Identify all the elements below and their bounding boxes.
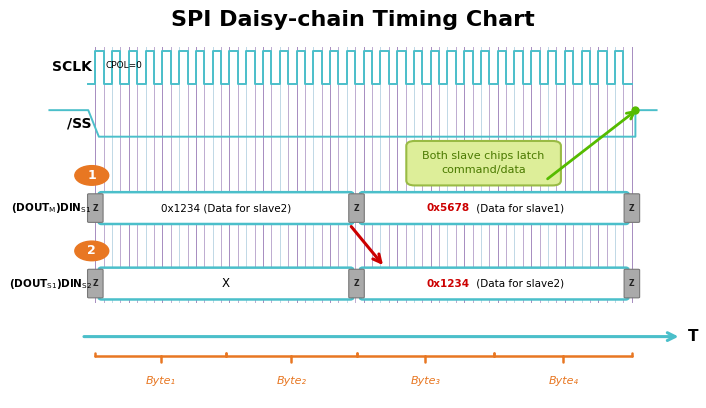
Text: Byte₂: Byte₂ xyxy=(277,377,306,386)
FancyBboxPatch shape xyxy=(99,268,353,299)
Text: SCLK: SCLK xyxy=(52,60,92,74)
FancyBboxPatch shape xyxy=(88,194,103,222)
Text: X: X xyxy=(222,277,230,290)
Text: Z: Z xyxy=(629,279,635,288)
Text: Z: Z xyxy=(629,204,635,213)
Text: CPOL=0: CPOL=0 xyxy=(106,61,143,70)
Text: 1: 1 xyxy=(88,169,96,182)
FancyBboxPatch shape xyxy=(360,268,628,299)
Text: Both slave chips latch
command/data: Both slave chips latch command/data xyxy=(422,151,545,175)
Text: Byte₁: Byte₁ xyxy=(146,377,176,386)
Circle shape xyxy=(75,166,109,185)
Text: Byte₄: Byte₄ xyxy=(549,377,578,386)
Text: 2: 2 xyxy=(88,244,96,257)
Text: (Data for slave2): (Data for slave2) xyxy=(473,279,564,288)
FancyBboxPatch shape xyxy=(99,192,353,224)
FancyBboxPatch shape xyxy=(360,192,628,224)
Text: (Data for slave1): (Data for slave1) xyxy=(473,203,564,213)
FancyBboxPatch shape xyxy=(88,269,103,298)
Text: Z: Z xyxy=(92,204,98,213)
Circle shape xyxy=(75,241,109,261)
Text: (DOUT$_\mathsf{S1}$)DIN$_\mathsf{S2}$: (DOUT$_\mathsf{S1}$)DIN$_\mathsf{S2}$ xyxy=(8,277,92,290)
Text: Byte₃: Byte₃ xyxy=(411,377,441,386)
FancyBboxPatch shape xyxy=(407,141,561,185)
Text: 0x5678: 0x5678 xyxy=(426,203,469,213)
Text: 0x1234: 0x1234 xyxy=(426,279,469,288)
FancyBboxPatch shape xyxy=(349,269,364,298)
Text: T: T xyxy=(688,329,699,344)
Text: 0x1234 (Data for slave2): 0x1234 (Data for slave2) xyxy=(161,203,291,213)
FancyBboxPatch shape xyxy=(624,194,640,222)
FancyBboxPatch shape xyxy=(349,194,364,222)
Text: /SS: /SS xyxy=(67,116,92,131)
Text: (DOUT$_\mathsf{M}$)DIN$_\mathsf{S1}$: (DOUT$_\mathsf{M}$)DIN$_\mathsf{S1}$ xyxy=(11,201,92,215)
Text: Z: Z xyxy=(354,204,359,213)
Text: SPI Daisy-chain Timing Chart: SPI Daisy-chain Timing Chart xyxy=(171,10,535,30)
FancyBboxPatch shape xyxy=(624,269,640,298)
Text: Z: Z xyxy=(92,279,98,288)
Text: Z: Z xyxy=(354,279,359,288)
